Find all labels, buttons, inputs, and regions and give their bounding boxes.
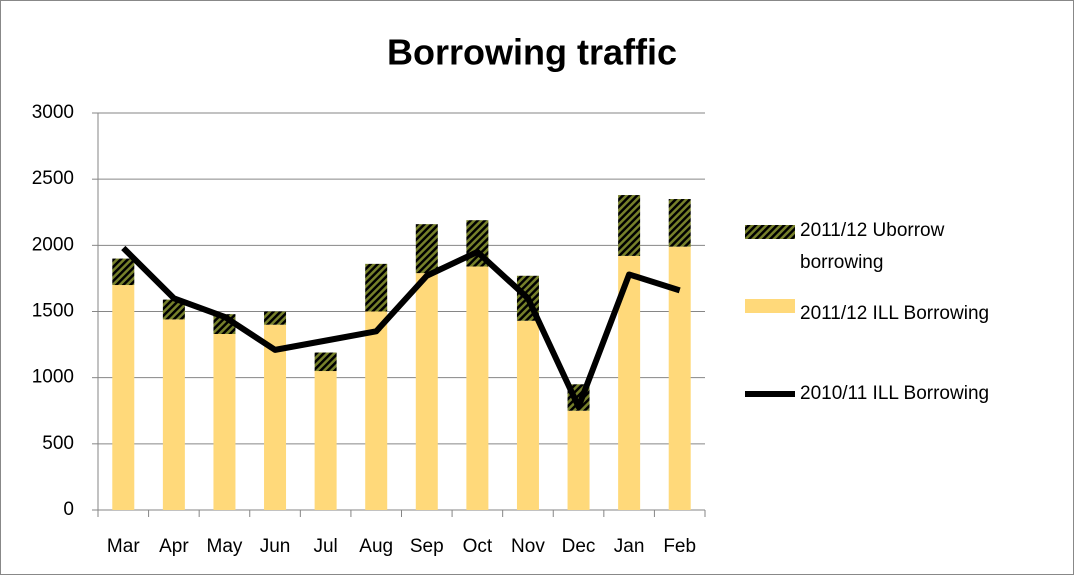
bar bbox=[567, 410, 590, 510]
x-tick-label: Apr bbox=[159, 536, 189, 557]
y-tick-label: 0 bbox=[63, 499, 74, 520]
bar bbox=[264, 311, 287, 325]
bar bbox=[112, 258, 135, 286]
bar bbox=[162, 319, 185, 510]
bar bbox=[466, 266, 489, 510]
bar bbox=[314, 371, 337, 510]
x-tick-label: May bbox=[207, 536, 243, 557]
y-tick-label: 3000 bbox=[32, 102, 74, 123]
x-tick-label: Mar bbox=[107, 536, 140, 557]
x-tick-label: Dec bbox=[562, 536, 596, 557]
bar bbox=[365, 263, 388, 312]
bar bbox=[415, 224, 438, 274]
legend-label: 2010/11 ILL Borrowing bbox=[800, 383, 990, 404]
bar bbox=[618, 195, 641, 256]
bar bbox=[618, 255, 641, 510]
y-tick-label: 1500 bbox=[32, 301, 74, 322]
x-tick-label: Oct bbox=[463, 536, 493, 557]
bar bbox=[264, 324, 287, 510]
x-tick-label: Aug bbox=[359, 536, 393, 557]
bar bbox=[213, 333, 236, 510]
x-tick-label: Sep bbox=[410, 536, 444, 557]
legend-swatch bbox=[745, 299, 795, 313]
bar bbox=[112, 285, 135, 510]
bar bbox=[516, 320, 539, 510]
chart-title: Borrowing traffic bbox=[387, 32, 677, 73]
y-tick-label: 2000 bbox=[32, 234, 74, 255]
legend-label: 2011/12 ILL Borrowing bbox=[800, 303, 990, 324]
bar bbox=[162, 299, 185, 320]
line bbox=[121, 245, 681, 410]
x-tick-label: Jul bbox=[313, 536, 337, 557]
bar bbox=[668, 246, 691, 510]
bar bbox=[365, 311, 388, 510]
bar bbox=[668, 199, 691, 247]
y-tick-label: 1000 bbox=[32, 367, 74, 388]
bar bbox=[415, 273, 438, 510]
x-tick-label: Nov bbox=[511, 536, 545, 557]
x-tick-label: Feb bbox=[663, 536, 696, 557]
x-tick-label: Jan bbox=[614, 536, 645, 557]
y-tick-label: 2500 bbox=[32, 168, 74, 189]
bar bbox=[314, 352, 337, 372]
y-tick-label: 500 bbox=[42, 433, 74, 454]
legend-swatch bbox=[745, 225, 795, 239]
x-tick-label: Jun bbox=[260, 536, 291, 557]
legend-label: 2011/12 Uborrow borrowing bbox=[800, 220, 945, 273]
